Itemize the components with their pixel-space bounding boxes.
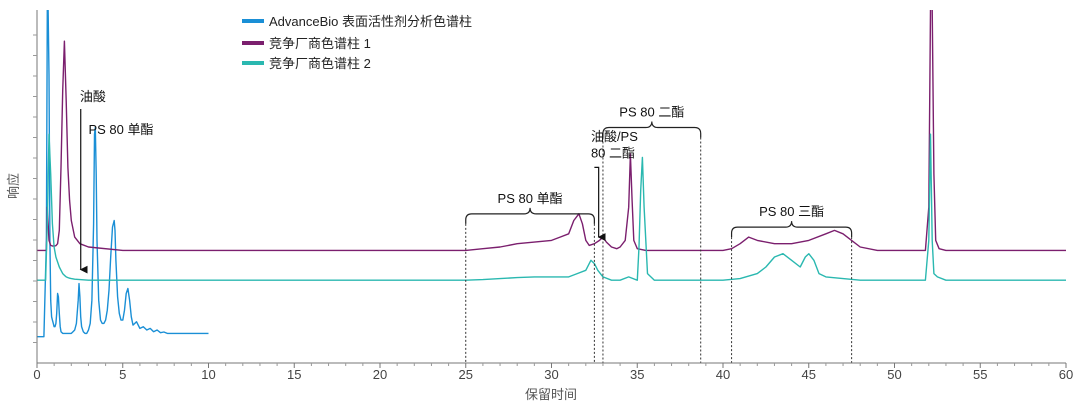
x-tick-label: 55 xyxy=(973,367,987,382)
legend-label-advancebio: AdvanceBio 表面活性剂分析色谱柱 xyxy=(269,14,472,29)
x-ticks: 0 5 10 15 20 25 30 35 40 45 50 55 60 xyxy=(33,34,1073,382)
x-tick-label: 0 xyxy=(33,367,40,382)
annotation-label-7: PS 80 三酯 xyxy=(759,204,824,219)
series-line-2 xyxy=(37,10,1066,252)
y-axis-title: 响应 xyxy=(6,173,21,199)
plot-lines xyxy=(37,10,1066,338)
series-line-3 xyxy=(37,133,1066,281)
legend-label-competitor-1: 竞争厂商色谱柱 1 xyxy=(269,36,371,51)
bracket-7 xyxy=(730,221,853,238)
x-tick-label: 10 xyxy=(201,367,215,382)
x-tick-label: 50 xyxy=(887,367,901,382)
x-tick-label: 15 xyxy=(287,367,301,382)
x-axis-title: 保留时间 xyxy=(525,387,577,402)
x-tick-label: 45 xyxy=(802,367,816,382)
annotation-label-3: PS 80 单酯 xyxy=(498,191,563,206)
x-tick-label: 30 xyxy=(544,367,558,382)
oleic-diester-arrow xyxy=(594,166,606,242)
annotation-label-6: PS 80 二酯 xyxy=(619,105,684,120)
legend-swatch-competitor-1 xyxy=(242,41,264,45)
region-guides xyxy=(465,137,853,363)
annotation-label-4: 油酸/PS xyxy=(591,129,638,144)
x-tick-label: 60 xyxy=(1059,367,1073,382)
legend-swatch-advancebio xyxy=(242,19,264,23)
annotation-label-2: PS 80 单酯 xyxy=(88,122,153,137)
x-tick-label: 5 xyxy=(119,367,126,382)
legend-swatch-competitor-2 xyxy=(242,61,264,65)
x-tick-label: 40 xyxy=(716,367,730,382)
annotation-label-5: 80 二酯 xyxy=(591,145,635,160)
axes xyxy=(36,10,1066,364)
annotation-label-1: 油酸 xyxy=(80,89,106,104)
legend: AdvanceBio 表面活性剂分析色谱柱 竞争厂商色谱柱 1 竞争厂商色谱柱 … xyxy=(242,14,472,71)
x-tick-label: 35 xyxy=(630,367,644,382)
x-tick-label: 25 xyxy=(459,367,473,382)
legend-label-competitor-2: 竞争厂商色谱柱 2 xyxy=(269,56,371,71)
bracket-3 xyxy=(465,207,595,224)
series-line-1 xyxy=(37,10,209,338)
x-tick-label: 20 xyxy=(373,367,387,382)
